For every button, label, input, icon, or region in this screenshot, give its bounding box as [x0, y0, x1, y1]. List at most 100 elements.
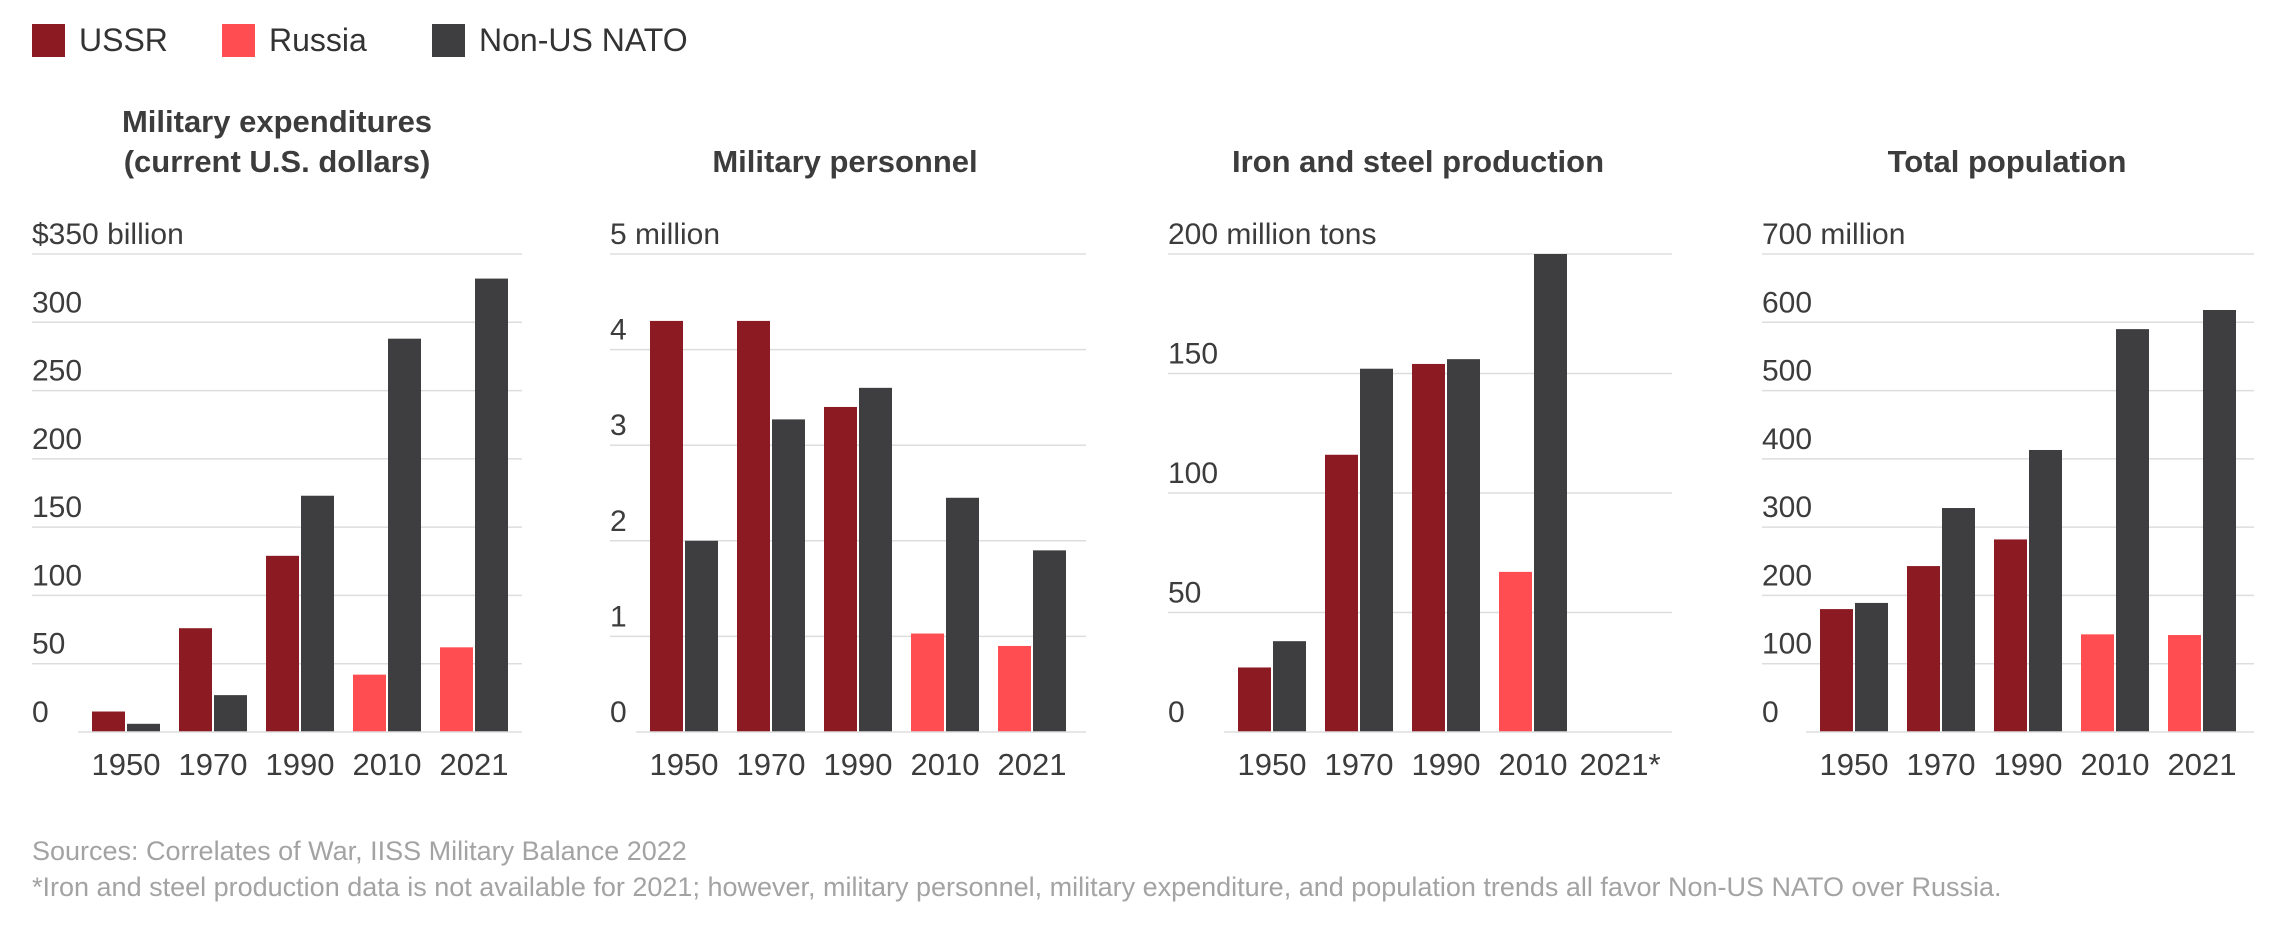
legend-swatch-russia — [222, 23, 255, 57]
bar-non-us-nato-1950 — [127, 723, 160, 732]
bar-ussr-russia-1950 — [1238, 667, 1271, 732]
y-tick-label: 1 — [610, 600, 627, 633]
x-tick-label: 2010 — [911, 747, 980, 782]
chart-title-military-personnel: Military personnel — [712, 144, 978, 179]
bar-non-us-nato-2021 — [475, 278, 508, 732]
x-tick-label: 2010 — [2081, 747, 2150, 782]
legend-ussr: USSR — [32, 20, 168, 60]
x-tick-label: 2021 — [2168, 747, 2237, 782]
chart-total-population: 0 100 200 300 400 500 600 700 million 1950 1970 19… — [1762, 218, 2254, 782]
bar-non-us-nato-2021 — [2203, 309, 2236, 732]
y-tick-label: 0 — [32, 696, 49, 729]
bar-non-us-nato-2010 — [388, 338, 421, 732]
y-tick-label: 50 — [1168, 577, 1201, 610]
bar-ussr-russia-2021 — [440, 647, 473, 732]
footer-sources: Sources: Correlates of War, IISS Militar… — [32, 836, 687, 866]
x-tick-label: 1990 — [266, 747, 335, 782]
y-tick-label: 200 — [1762, 559, 1812, 592]
chart-title-iron-steel: Iron and steel production — [1231, 144, 1604, 179]
x-tick-label: 1990 — [1412, 747, 1481, 782]
bar-non-us-nato-1990 — [301, 495, 334, 732]
bar-ussr-russia-1970 — [179, 628, 212, 732]
x-tick-label: 1970 — [1325, 747, 1394, 782]
bar-non-us-nato-1990 — [859, 387, 892, 732]
bar-non-us-nato-1970 — [214, 695, 247, 732]
bar-ussr-russia-2010 — [911, 633, 944, 732]
y-tick-label: 3 — [610, 409, 627, 442]
y-tick-label: 0 — [610, 696, 627, 729]
x-tick-label: 1990 — [1994, 747, 2063, 782]
legend-label-russia: Russia — [269, 21, 367, 58]
x-tick-label: 1950 — [1820, 747, 1889, 782]
y-tick-label: 100 — [1168, 457, 1218, 490]
y-tick-label: 300 — [1762, 491, 1812, 524]
y-tick-label: 50 — [32, 628, 65, 661]
bar-non-us-nato-2010 — [2116, 329, 2149, 732]
legend-non-us-nato: Non-US NATO — [432, 20, 688, 60]
y-tick-label: 250 — [32, 355, 82, 388]
x-tick-label: 1970 — [737, 747, 806, 782]
bar-non-us-nato-1950 — [1855, 602, 1888, 732]
legend-label-non-us-nato: Non-US NATO — [479, 21, 688, 58]
x-tick-label: 2021 — [998, 747, 1067, 782]
bar-ussr-russia-1970 — [1325, 454, 1358, 732]
bar-non-us-nato-1990 — [1447, 359, 1480, 732]
chart-title-military-expenditures: Military expenditures (current U.S. doll… — [121, 104, 433, 179]
y-tick-label: 100 — [1762, 628, 1812, 661]
x-tick-label: 1950 — [92, 747, 161, 782]
bar-ussr-russia-1990 — [1994, 539, 2027, 732]
bar-non-us-nato-2010 — [946, 497, 979, 732]
bar-non-us-nato-1950 — [685, 540, 718, 732]
y-tick-label: 100 — [32, 559, 82, 592]
y-tick-label: 400 — [1762, 423, 1812, 456]
x-tick-label: 2010 — [353, 747, 422, 782]
y-tick-label: 700 million — [1762, 218, 1905, 251]
bar-ussr-russia-1970 — [737, 320, 770, 732]
y-tick-label: 5 million — [610, 218, 720, 251]
legend-swatch-ussr — [32, 23, 65, 57]
bar-non-us-nato-1990 — [2029, 449, 2062, 732]
y-tick-label: 200 — [32, 423, 82, 456]
bar-non-us-nato-1970 — [772, 419, 805, 732]
bar-ussr-russia-2010 — [1499, 571, 1532, 732]
x-tick-label: 1970 — [179, 747, 248, 782]
bar-non-us-nato-1950 — [1273, 641, 1306, 732]
x-tick-label: 2021* — [1579, 747, 1660, 782]
bar-ussr-russia-2021 — [2168, 635, 2201, 732]
x-tick-label: 2021 — [440, 747, 509, 782]
chart-military-personnel: 0 1 2 3 4 5 million 1950 1970 1990 2010 2021 — [610, 218, 1086, 782]
bar-ussr-russia-2021 — [998, 645, 1031, 732]
bar-ussr-russia-1950 — [650, 320, 683, 732]
x-tick-label: 2010 — [1499, 747, 1568, 782]
bar-ussr-russia-1970 — [1907, 566, 1940, 732]
y-tick-label: 150 — [32, 491, 82, 524]
legend-russia: Russia — [222, 20, 367, 60]
legend-swatch-non-us-nato — [432, 23, 465, 57]
chart-military-expenditures: 0 50 100 150 200 250 300 $350 billion 1950 1970 19… — [32, 218, 522, 782]
x-tick-label: 1950 — [650, 747, 719, 782]
x-tick-label: 1950 — [1238, 747, 1307, 782]
y-tick-label: 200 million tons — [1168, 218, 1376, 251]
bar-ussr-russia-1990 — [266, 555, 299, 732]
legend-label-ussr: USSR — [79, 21, 168, 58]
footer-note: *Iron and steel production data is not a… — [32, 872, 2002, 902]
y-tick-label: 2 — [610, 505, 627, 538]
y-tick-label: 0 — [1168, 696, 1185, 729]
bar-ussr-russia-1950 — [92, 711, 125, 732]
y-tick-label: 0 — [1762, 696, 1779, 729]
bar-ussr-russia-1950 — [1820, 609, 1853, 732]
y-tick-label: 500 — [1762, 355, 1812, 388]
bar-ussr-russia-2010 — [2081, 634, 2114, 732]
bar-ussr-russia-1990 — [1412, 363, 1445, 732]
chart-title-total-population: Total population — [1887, 144, 2127, 179]
chart-iron-steel-production: 0 50 100 150 200 million tons 1950 1970 1990 201… — [1168, 218, 1672, 782]
bar-ussr-russia-2010 — [353, 674, 386, 732]
y-tick-label: 600 — [1762, 286, 1812, 319]
y-tick-label: $350 billion — [32, 218, 184, 251]
bar-non-us-nato-2010 — [1534, 254, 1567, 732]
x-tick-label: 1990 — [824, 747, 893, 782]
bar-ussr-russia-1990 — [824, 406, 857, 732]
y-tick-label: 4 — [610, 314, 627, 347]
y-tick-label: 150 — [1168, 338, 1218, 371]
